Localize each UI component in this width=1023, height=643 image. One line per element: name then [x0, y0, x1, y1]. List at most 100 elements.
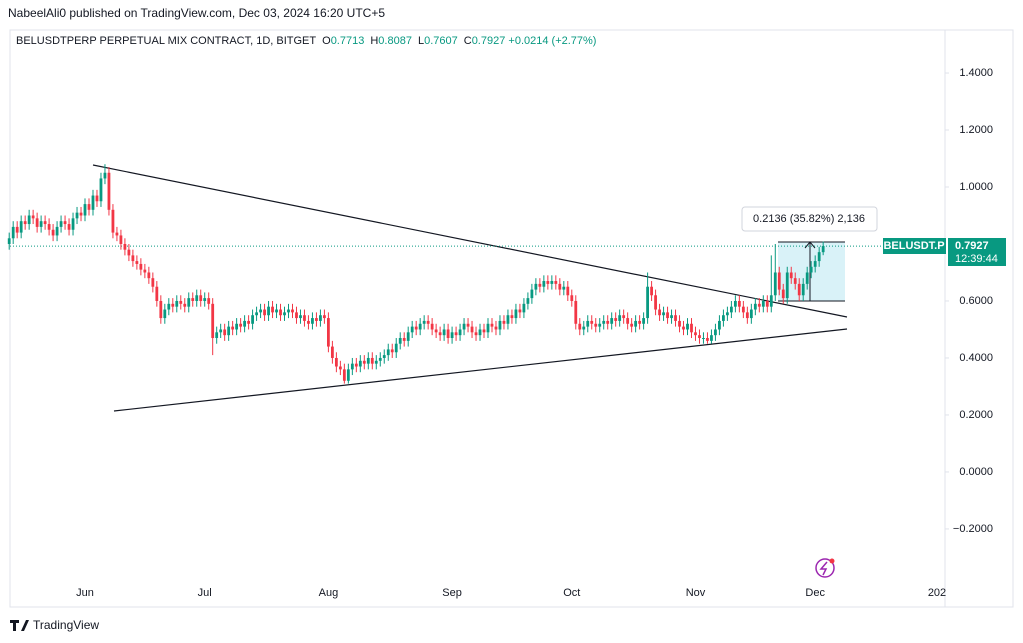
- candle-body: [195, 295, 199, 301]
- candle-body: [426, 320, 430, 324]
- candle-body: [79, 212, 83, 216]
- y-tick-label: 1.4000: [959, 67, 993, 79]
- candle-body: [434, 329, 438, 333]
- candle-body: [299, 315, 302, 319]
- candle-body: [338, 366, 342, 370]
- candle-body: [35, 218, 39, 227]
- candle-body: [358, 360, 362, 367]
- candle-body: [239, 323, 243, 327]
- candle-body: [542, 281, 546, 287]
- candle-body: [179, 300, 183, 304]
- candle-body: [207, 298, 211, 304]
- candle-body: [450, 332, 454, 339]
- candle-body: [422, 320, 426, 324]
- candle-body: [291, 309, 294, 313]
- price-tag: [948, 238, 1006, 266]
- x-tick-label: Oct: [563, 587, 580, 599]
- candle-body: [566, 286, 570, 296]
- candle-body: [51, 229, 55, 236]
- candle-body: [410, 326, 414, 333]
- candle-body: [662, 312, 665, 316]
- alert-dot: [829, 558, 835, 564]
- candle-body: [630, 323, 634, 327]
- candle-body: [103, 172, 107, 179]
- chart-title: BELUSDTPERP PERPETUAL MIX CONTRACT, 1D, …: [16, 35, 317, 47]
- candle-body: [562, 286, 566, 290]
- candle-body: [223, 329, 227, 336]
- alert-icon[interactable]: [815, 558, 835, 578]
- candle-body: [686, 323, 689, 330]
- published-line: NabeelAli0 published on TradingView.com,…: [8, 6, 386, 20]
- ohlc-legend: O0.7713 H0.8087 L0.7607 C0.7927: [316, 35, 505, 47]
- candle-body: [550, 281, 554, 284]
- candle-body: [251, 315, 254, 324]
- candle-body: [75, 212, 79, 219]
- candle-body: [682, 326, 685, 330]
- candle-body: [534, 283, 538, 290]
- candle-body: [698, 335, 701, 339]
- candle-body: [147, 272, 151, 279]
- candle-body: [554, 281, 558, 284]
- candle-body: [654, 295, 657, 310]
- candle-body: [757, 303, 761, 307]
- candle-body: [474, 332, 478, 336]
- candle-body: [139, 263, 143, 270]
- candle-body: [155, 286, 159, 301]
- candle-body: [414, 326, 418, 330]
- candle-body: [83, 204, 87, 216]
- candle-body: [418, 323, 422, 330]
- candle-body: [183, 303, 187, 307]
- candle-body: [642, 318, 646, 324]
- candle-body: [163, 309, 167, 319]
- candle-body: [494, 326, 498, 330]
- candle-body: [295, 312, 298, 319]
- legend-value: 0.8087: [378, 35, 412, 47]
- candle-body: [211, 303, 215, 339]
- legend-key: C: [463, 35, 472, 47]
- candle-body: [23, 221, 27, 225]
- candle-body: [690, 323, 693, 333]
- candle-body: [406, 332, 410, 341]
- candle-body: [107, 172, 111, 210]
- trend-line: [92, 164, 848, 318]
- candle-body: [817, 252, 821, 262]
- candle-body: [131, 255, 135, 262]
- candle-body: [382, 355, 386, 358]
- candle-body: [287, 309, 290, 313]
- candle-body: [135, 261, 139, 264]
- x-tick-label: Jul: [198, 587, 212, 599]
- tv-logo: [10, 620, 29, 631]
- candle-body: [797, 283, 801, 296]
- candle-body: [769, 295, 773, 307]
- candle-body: [502, 320, 506, 324]
- candle-body: [781, 289, 785, 299]
- candle-body: [809, 266, 813, 273]
- candle-body: [466, 323, 470, 327]
- candle-body: [342, 369, 346, 381]
- legend: BELUSDTPERP PERPETUAL MIX CONTRACT, 1D, …: [16, 35, 596, 47]
- candle-body: [761, 300, 765, 307]
- y-tick-label: 0.2000: [959, 409, 993, 421]
- candle-body: [219, 329, 223, 333]
- candle-body: [482, 329, 486, 333]
- candle-body: [283, 312, 286, 316]
- candle-body: [454, 332, 458, 336]
- candle-body: [123, 243, 127, 250]
- candle-body: [143, 269, 147, 273]
- legend-value: 0.7927: [471, 35, 506, 47]
- candle-body: [350, 363, 354, 370]
- candle-body: [670, 315, 673, 319]
- candle-body: [602, 320, 606, 324]
- candle-body: [319, 315, 322, 321]
- candle-body: [438, 332, 442, 336]
- measure-label: 0.2136 (35.82%) 2,136: [753, 213, 865, 225]
- candle-body: [71, 218, 75, 230]
- candle-body: [726, 312, 729, 316]
- candle-body: [199, 295, 203, 301]
- candle-body: [594, 323, 598, 327]
- candle-body: [498, 320, 502, 330]
- candle-body: [311, 318, 314, 324]
- y-tick-label: −0.2000: [953, 523, 993, 535]
- candle-body: [702, 338, 705, 340]
- candle-body: [19, 221, 23, 233]
